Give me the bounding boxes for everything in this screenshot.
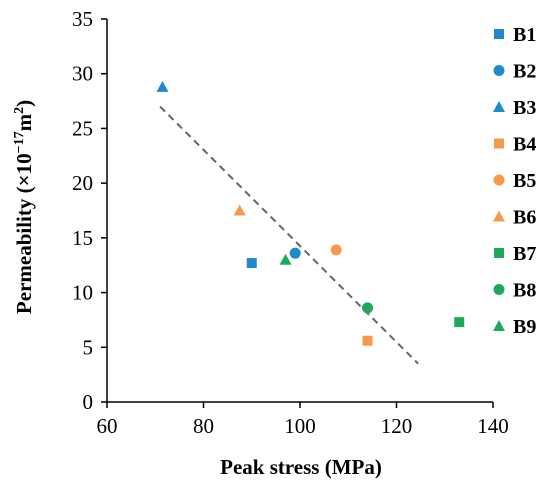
data-point-b5	[330, 244, 342, 256]
legend-marker-b2	[493, 65, 505, 76]
y-axis-title-unit: m	[12, 113, 36, 131]
legend-label-b6: B6	[513, 207, 536, 229]
trendline	[159, 105, 419, 365]
legend-label-b4: B4	[513, 134, 536, 156]
axes	[101, 18, 494, 408]
y-tick-label: 25	[72, 116, 93, 140]
y-tick-label: 5	[83, 335, 94, 359]
legend-marker-b9	[493, 320, 505, 331]
legend-marker-b4	[494, 138, 504, 149]
x-tick-label: 140	[477, 414, 509, 438]
legend-marker-b3	[493, 101, 505, 112]
x-tick-label: 120	[381, 414, 413, 438]
legend-label-b1: B1	[513, 24, 536, 46]
y-axis-title-unit-exponent: 2	[12, 107, 27, 114]
data-points	[156, 80, 465, 346]
legend-marker-b6	[493, 210, 505, 222]
data-point-b7	[454, 317, 465, 328]
trendline-group	[159, 105, 419, 365]
data-point-b3	[156, 80, 169, 92]
data-point-b4	[362, 335, 373, 346]
y-axis-title: Permeability (×10−17m2)	[12, 100, 36, 314]
x-tick-label: 60	[97, 414, 118, 438]
legend-label-b5: B5	[513, 170, 536, 192]
y-tick-label: 20	[72, 171, 93, 195]
data-point-b9	[279, 253, 292, 265]
x-tick-label: 80	[193, 414, 214, 438]
legend-label-b8: B8	[513, 280, 536, 302]
legend-label-b7: B7	[513, 243, 536, 265]
y-axis-title-main: Permeability (×10	[12, 153, 36, 314]
data-point-b2	[289, 247, 301, 259]
y-tick-label: 15	[72, 226, 93, 250]
data-point-b6	[233, 204, 246, 216]
y-axis-title-exponent: −17	[12, 131, 27, 153]
y-tick-label: 10	[72, 281, 93, 305]
x-tick-label: 100	[284, 414, 316, 438]
y-axis-title-close: )	[12, 100, 36, 107]
x-axis-title: Peak stress (MPa)	[220, 455, 382, 479]
data-point-b1	[246, 258, 257, 269]
y-tick-label: 30	[72, 62, 93, 86]
legend-marker-b7	[494, 248, 504, 258]
y-tick-label: 0	[83, 390, 94, 414]
legend-label-b9: B9	[513, 316, 536, 338]
data-point-b8	[362, 302, 374, 314]
legend-label-b3: B3	[513, 97, 536, 119]
legend-marker-b1	[494, 29, 504, 39]
y-tick-label: 35	[72, 7, 93, 31]
tick-labels: 60 80 100 120 140 0 5 10 15 20 25 30 35	[72, 7, 509, 438]
legend-label-b2: B2	[513, 61, 536, 83]
legend: B1 B2 B3 B4 B5 B6 B7 B8 B9	[493, 24, 536, 338]
legend-marker-b5	[493, 174, 505, 186]
legend-marker-b8	[493, 284, 505, 295]
